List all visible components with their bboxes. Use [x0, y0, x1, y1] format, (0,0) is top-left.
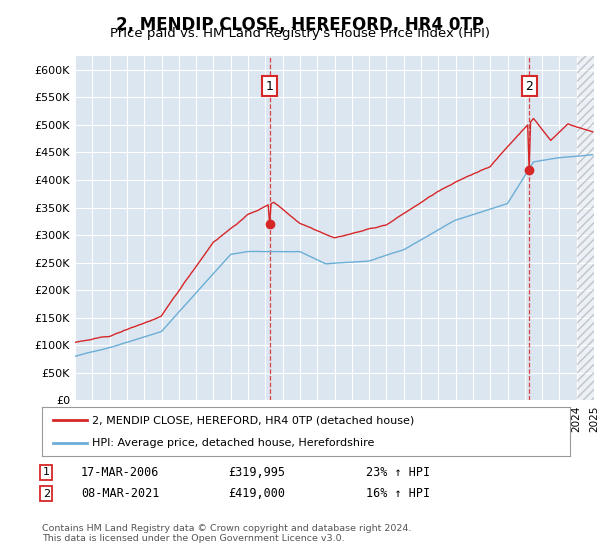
- Text: 17-MAR-2006: 17-MAR-2006: [81, 465, 160, 479]
- Text: 2, MENDIP CLOSE, HEREFORD, HR4 0TP (detached house): 2, MENDIP CLOSE, HEREFORD, HR4 0TP (deta…: [92, 416, 415, 426]
- Text: Price paid vs. HM Land Registry's House Price Index (HPI): Price paid vs. HM Land Registry's House …: [110, 27, 490, 40]
- Bar: [577, 56, 594, 400]
- Text: 16% ↑ HPI: 16% ↑ HPI: [366, 487, 430, 501]
- Text: 2, MENDIP CLOSE, HEREFORD, HR4 0TP: 2, MENDIP CLOSE, HEREFORD, HR4 0TP: [116, 16, 484, 34]
- Text: £319,995: £319,995: [228, 465, 285, 479]
- Text: £419,000: £419,000: [228, 487, 285, 501]
- Text: Contains HM Land Registry data © Crown copyright and database right 2024.
This d: Contains HM Land Registry data © Crown c…: [42, 524, 412, 543]
- Text: 08-MAR-2021: 08-MAR-2021: [81, 487, 160, 501]
- Text: 2: 2: [43, 489, 50, 499]
- Text: 1: 1: [266, 80, 274, 93]
- Bar: [577, 56, 594, 400]
- Text: 1: 1: [43, 467, 50, 477]
- Text: 23% ↑ HPI: 23% ↑ HPI: [366, 465, 430, 479]
- Text: HPI: Average price, detached house, Herefordshire: HPI: Average price, detached house, Here…: [92, 438, 374, 448]
- Text: 2: 2: [525, 80, 533, 93]
